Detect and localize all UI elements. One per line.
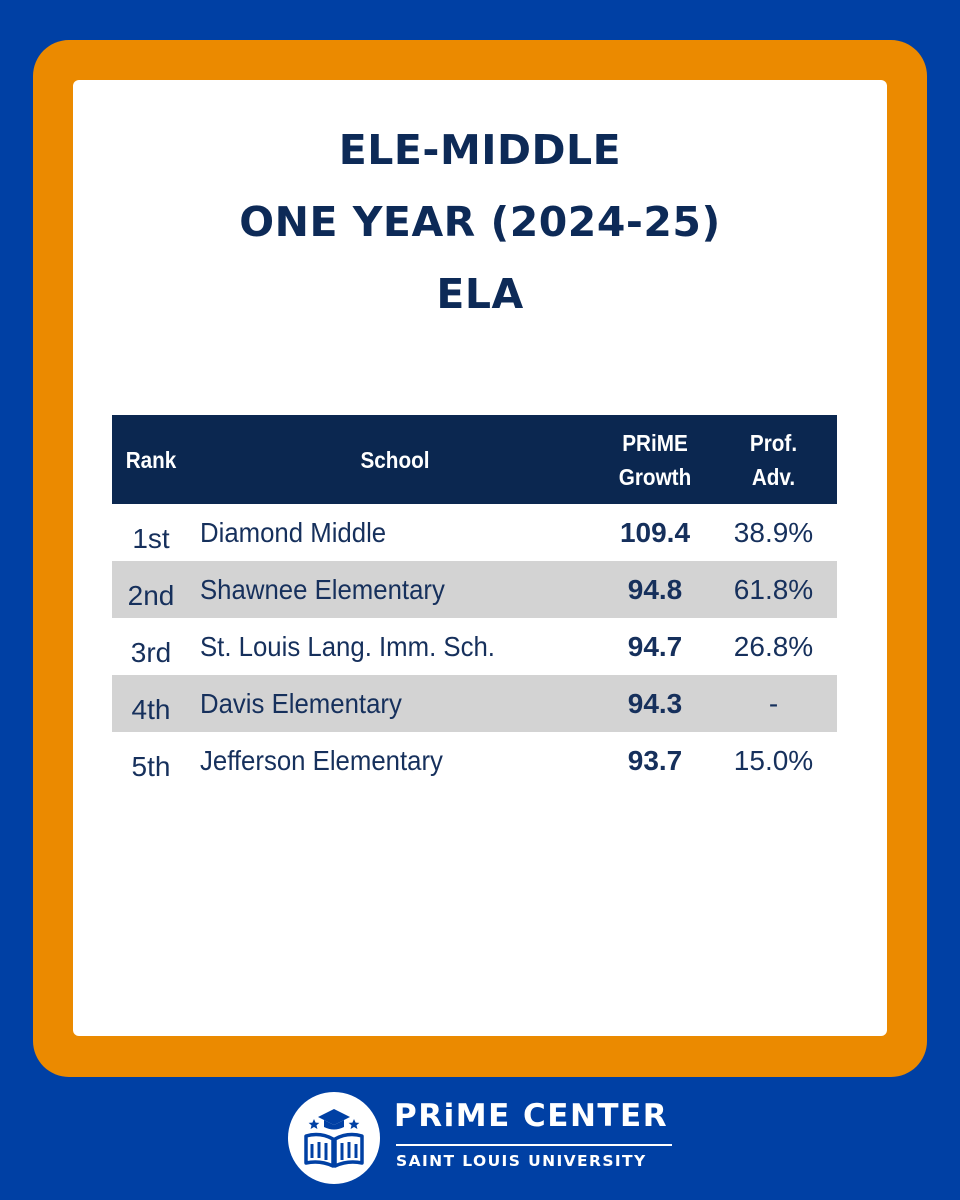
row-growth: 93.7 [627,745,683,776]
row-prof-adv: - [768,688,779,719]
table-row: 1st Diamond Middle 109.4 38.9% [112,504,837,561]
table-header: Rank School PRiME Growth Prof. Adv. [112,415,837,504]
page-title: ELE-MIDDLE ONE YEAR (2024-25) ELA [0,114,960,330]
row-rank: 4th [131,694,171,725]
row-school: Shawnee Elementary [200,574,445,605]
header-rank: Rank [125,446,177,473]
table-row: 2nd Shawnee Elementary 94.8 61.8% [112,561,837,618]
row-rank: 2nd [127,580,175,611]
row-rank: 3rd [130,637,172,668]
row-growth: 94.3 [627,688,683,719]
content-panel [73,80,887,1036]
header-prof-adv: Prof. Adv. [749,429,798,490]
row-prof-adv: 38.9% [733,517,814,548]
row-school: Jefferson Elementary [200,745,443,776]
row-growth: 109.4 [619,517,691,548]
title-line-1: ELE-MIDDLE [338,126,622,174]
logo-name: PRiME CENTER [394,1098,669,1134]
row-rank: 1st [132,523,170,554]
row-growth: 94.8 [627,574,683,605]
row-prof-adv: 15.0% [733,745,814,776]
row-prof-adv: 26.8% [733,631,814,662]
logo-subtitle: SAINT LOUIS UNIVERSITY [396,1152,647,1170]
title-line-3: ELA [436,270,524,318]
rankings-table: Rank School PRiME Growth Prof. Adv. 1st … [112,415,837,789]
row-school: Davis Elementary [200,688,402,719]
logo-divider [396,1144,672,1146]
open-book-graduation-cap-icon [288,1092,380,1184]
table-row: 5th Jefferson Elementary 93.7 15.0% [112,732,837,789]
row-school: St. Louis Lang. Imm. Sch. [200,631,495,662]
table-row: 3rd St. Louis Lang. Imm. Sch. 94.7 26.8% [112,618,837,675]
header-school: School [360,446,430,473]
row-prof-adv: 61.8% [733,574,814,605]
prime-center-logo: PRiME CENTER SAINT LOUIS UNIVERSITY [288,1092,688,1188]
header-prime-growth: PRiME Growth [618,429,692,490]
row-rank: 5th [131,751,171,782]
row-growth: 94.7 [627,631,683,662]
row-school: Diamond Middle [200,517,387,548]
table-row: 4th Davis Elementary 94.3 - [112,675,837,732]
title-line-2: ONE YEAR (2024-25) [239,198,721,246]
